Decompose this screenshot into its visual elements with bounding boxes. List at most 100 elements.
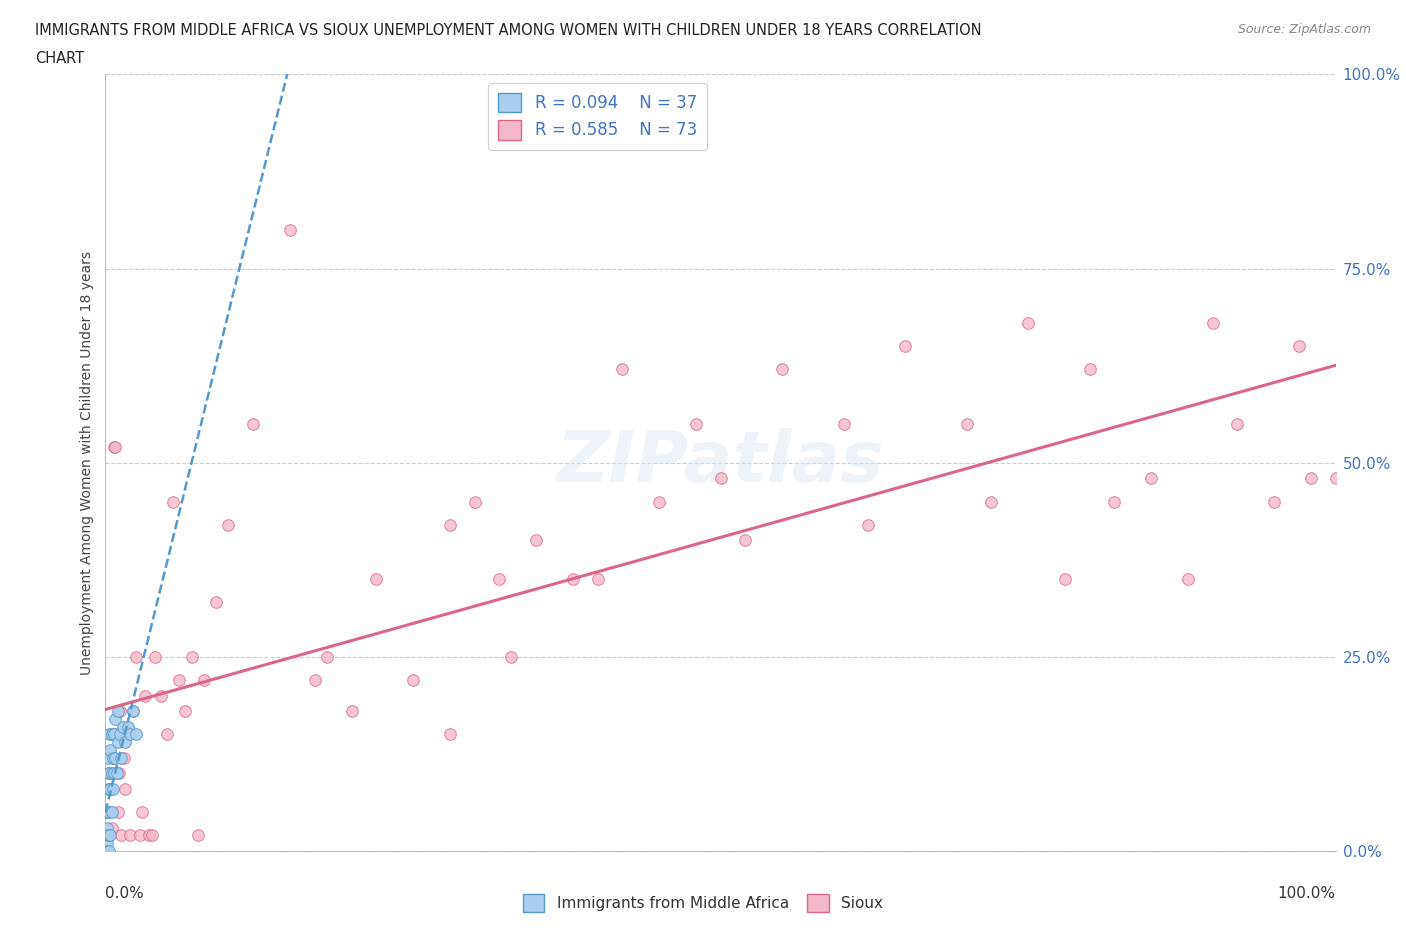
Point [111, 719, 134, 734]
Point [94, 844, 117, 858]
Point [108, 766, 131, 781]
Point [96, 844, 118, 858]
Point [138, 828, 160, 843]
Point [366, 572, 388, 587]
Point [562, 572, 585, 587]
Point [524, 533, 547, 548]
Point [110, 828, 132, 843]
Point [1324, 471, 1347, 485]
Point [98, 781, 122, 796]
Point [98, 766, 121, 781]
Point [96, 804, 118, 819]
Point [110, 751, 132, 765]
Point [134, 688, 156, 703]
Point [129, 828, 152, 843]
Text: 0.0%: 0.0% [105, 886, 145, 901]
Point [242, 417, 264, 432]
Point [100, 727, 122, 742]
Point [97, 766, 120, 781]
Point [1226, 417, 1249, 432]
Point [648, 494, 671, 509]
Point [980, 494, 1002, 509]
Point [169, 672, 191, 687]
Point [193, 672, 215, 687]
Point [1263, 494, 1285, 509]
Text: Source: ZipAtlas.com: Source: ZipAtlas.com [1237, 23, 1371, 36]
Point [586, 572, 609, 587]
Point [439, 517, 461, 532]
Point [94, 828, 117, 843]
Point [97, 781, 120, 796]
Point [100, 804, 122, 819]
Point [125, 649, 148, 664]
Text: CHART: CHART [35, 51, 84, 66]
Point [98, 828, 121, 843]
Point [101, 781, 124, 796]
Point [98, 781, 122, 796]
Point [98, 844, 121, 858]
Point [1078, 362, 1101, 377]
Point [131, 804, 153, 819]
Point [278, 222, 301, 237]
Point [315, 649, 337, 664]
Legend: Immigrants from Middle Africa, Sioux: Immigrants from Middle Africa, Sioux [517, 888, 889, 918]
Point [121, 704, 143, 719]
Point [464, 494, 486, 509]
Point [304, 672, 326, 687]
Point [610, 362, 633, 377]
Point [488, 572, 510, 587]
Point [96, 804, 118, 819]
Point [858, 517, 880, 532]
Point [1017, 315, 1039, 330]
Point [120, 828, 141, 843]
Point [1140, 471, 1163, 485]
Point [143, 649, 166, 664]
Point [187, 828, 209, 843]
Point [103, 440, 125, 455]
Point [114, 735, 136, 750]
Point [96, 820, 118, 835]
Point [114, 781, 136, 796]
Point [101, 751, 124, 765]
Point [103, 727, 125, 742]
Point [104, 711, 127, 726]
Point [1288, 339, 1310, 353]
Point [96, 836, 118, 851]
Point [770, 362, 793, 377]
Point [832, 417, 855, 432]
Point [97, 844, 120, 858]
Point [98, 828, 122, 843]
Point [97, 751, 120, 765]
Point [110, 704, 132, 719]
Point [1301, 471, 1323, 485]
Point [1177, 572, 1199, 587]
Point [101, 751, 124, 765]
Point [107, 804, 129, 819]
Point [218, 517, 240, 532]
Point [174, 704, 197, 719]
Point [105, 766, 128, 781]
Point [501, 649, 523, 664]
Point [340, 704, 363, 719]
Point [105, 727, 128, 742]
Point [97, 828, 120, 843]
Point [107, 704, 129, 719]
Point [956, 417, 979, 432]
Point [98, 727, 121, 742]
Point [103, 766, 125, 781]
Point [734, 533, 756, 548]
Point [156, 727, 179, 742]
Point [1054, 572, 1077, 587]
Text: IMMIGRANTS FROM MIDDLE AFRICA VS SIOUX UNEMPLOYMENT AMONG WOMEN WITH CHILDREN UN: IMMIGRANTS FROM MIDDLE AFRICA VS SIOUX U… [35, 23, 981, 38]
Y-axis label: Unemployment Among Women with Children Under 18 years: Unemployment Among Women with Children U… [80, 251, 94, 674]
Point [685, 417, 707, 432]
Point [402, 672, 425, 687]
Point [117, 727, 139, 742]
Point [710, 471, 733, 485]
Point [100, 766, 122, 781]
Point [107, 735, 129, 750]
Point [98, 804, 121, 819]
Point [1102, 494, 1125, 509]
Point [104, 751, 127, 765]
Legend: R = 0.094    N = 37, R = 0.585    N = 73: R = 0.094 N = 37, R = 0.585 N = 73 [488, 83, 707, 150]
